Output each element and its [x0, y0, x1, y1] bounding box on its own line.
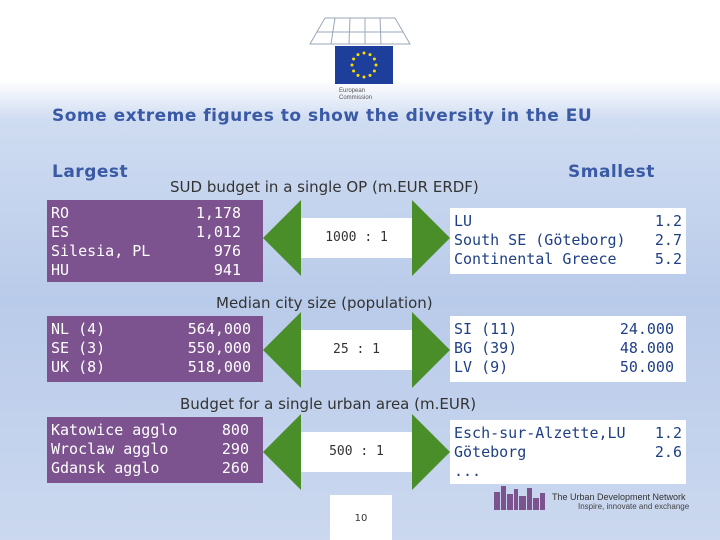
largest-heading: Largest	[52, 162, 129, 182]
eu-star-icon	[372, 69, 376, 73]
largest-name: Wroclaw agglo	[51, 440, 169, 458]
largest-name: Katowice agglo	[51, 421, 178, 439]
smallest-heading: Smallest	[568, 162, 655, 182]
smallest-name: Continental Greece	[454, 250, 617, 268]
page-title: Some extreme figures to show the diversi…	[52, 106, 593, 126]
largest-name: UK (8)	[51, 358, 106, 376]
eu-star-icon	[372, 57, 376, 61]
smallest-name: Esch-sur-Alzette,LU	[454, 424, 626, 442]
logo-text: European Commission	[339, 88, 373, 101]
smallest-value: 1.2	[654, 212, 682, 230]
smallest-value: 48.000	[619, 339, 674, 357]
largest-name: ES	[51, 223, 70, 241]
largest-value: 518,000	[187, 358, 251, 376]
section-1-ratio: 1000 : 1	[325, 230, 388, 245]
eu-star-icon	[356, 53, 360, 57]
largest-value: 800	[221, 421, 249, 439]
largest-value: 290	[221, 440, 249, 458]
eu-star-icon	[368, 73, 372, 77]
smallest-name: LU	[454, 212, 473, 230]
section-3-ratio: 500 : 1	[329, 444, 384, 459]
eu-star-icon	[350, 63, 354, 67]
largest-value: 564,000	[187, 320, 251, 338]
smallest-value: 24.000	[619, 320, 674, 338]
double-arrow-icon	[263, 414, 450, 490]
eu-star-icon	[356, 73, 360, 77]
smallest-name: South SE (Göteborg)	[454, 231, 626, 249]
largest-value: 1,178	[195, 204, 241, 222]
smallest-value: 50.000	[619, 358, 674, 376]
largest-value: 976	[213, 242, 241, 260]
section-1-title: SUD budget in a single OP (m.EUR ERDF)	[170, 178, 479, 196]
largest-name: NL (4)	[51, 320, 106, 338]
eu-star-icon	[368, 53, 372, 57]
section-3-smallest-box: Esch-sur-Alzette,LU 1.2 Göteborg 2.6 ...	[450, 420, 686, 484]
section-2-smallest-box: SI (11) BG (39) LV (9) 24.000 48.000 50.…	[450, 316, 686, 382]
largest-value: 550,000	[187, 339, 251, 357]
page-number: 10	[354, 513, 368, 524]
largest-name: RO	[51, 204, 70, 222]
largest-value: 1,012	[195, 223, 241, 241]
page-number-background	[330, 495, 392, 540]
section-3-largest-box: Katowice agglo Wroclaw agglo Gdansk aggl…	[47, 417, 263, 483]
eu-flag-icon	[335, 46, 393, 84]
section-1-smallest-box: LU 1.2 South SE (Göteborg) 2.7 Continental…	[450, 208, 686, 274]
largest-value: 260	[221, 459, 249, 477]
european-commission-logo: European Commission	[305, 8, 415, 101]
section-2-ratio: 25 : 1	[333, 342, 380, 357]
double-arrow-icon	[263, 200, 450, 276]
section-2-largest-box: NL (4) SE (3) UK (8) 564,000 550,000 518…	[47, 316, 263, 382]
eu-star-icon	[362, 51, 366, 55]
section-1-largest-box: RO ES Silesia, PL HU 1,178 1,012 976 941	[47, 200, 263, 282]
eu-star-icon	[362, 75, 366, 79]
berlaymont-building-icon	[309, 17, 411, 45]
smallest-name: SI (11)	[454, 320, 518, 338]
smallest-name: LV (9)	[454, 358, 509, 376]
smallest-value: 2.6	[654, 443, 682, 461]
eu-star-icon	[352, 57, 356, 61]
eu-star-icon	[352, 69, 356, 73]
largest-value: 941	[213, 261, 241, 279]
smallest-value: 1.2	[654, 424, 682, 442]
double-arrow-icon	[263, 312, 450, 388]
smallest-value: 2.7	[654, 231, 682, 249]
smallest-value: 5.2	[654, 250, 682, 268]
city-skyline-icon	[494, 486, 545, 510]
smallest-name: Göteborg	[454, 443, 527, 461]
largest-name: SE (3)	[51, 339, 106, 357]
section-3-title: Budget for a single urban area (m.EUR)	[180, 395, 477, 413]
smallest-name: ...	[454, 462, 482, 480]
section-2-title: Median city size (population)	[216, 294, 433, 312]
network-title: The Urban Development Network	[552, 492, 686, 502]
largest-name: Gdansk agglo	[51, 459, 160, 477]
eu-star-icon	[374, 63, 378, 67]
largest-name: Silesia, PL	[51, 242, 151, 260]
largest-name: HU	[51, 261, 70, 279]
smallest-name: BG (39)	[454, 339, 518, 357]
network-tagline: Inspire, innovate and exchange	[578, 502, 690, 511]
